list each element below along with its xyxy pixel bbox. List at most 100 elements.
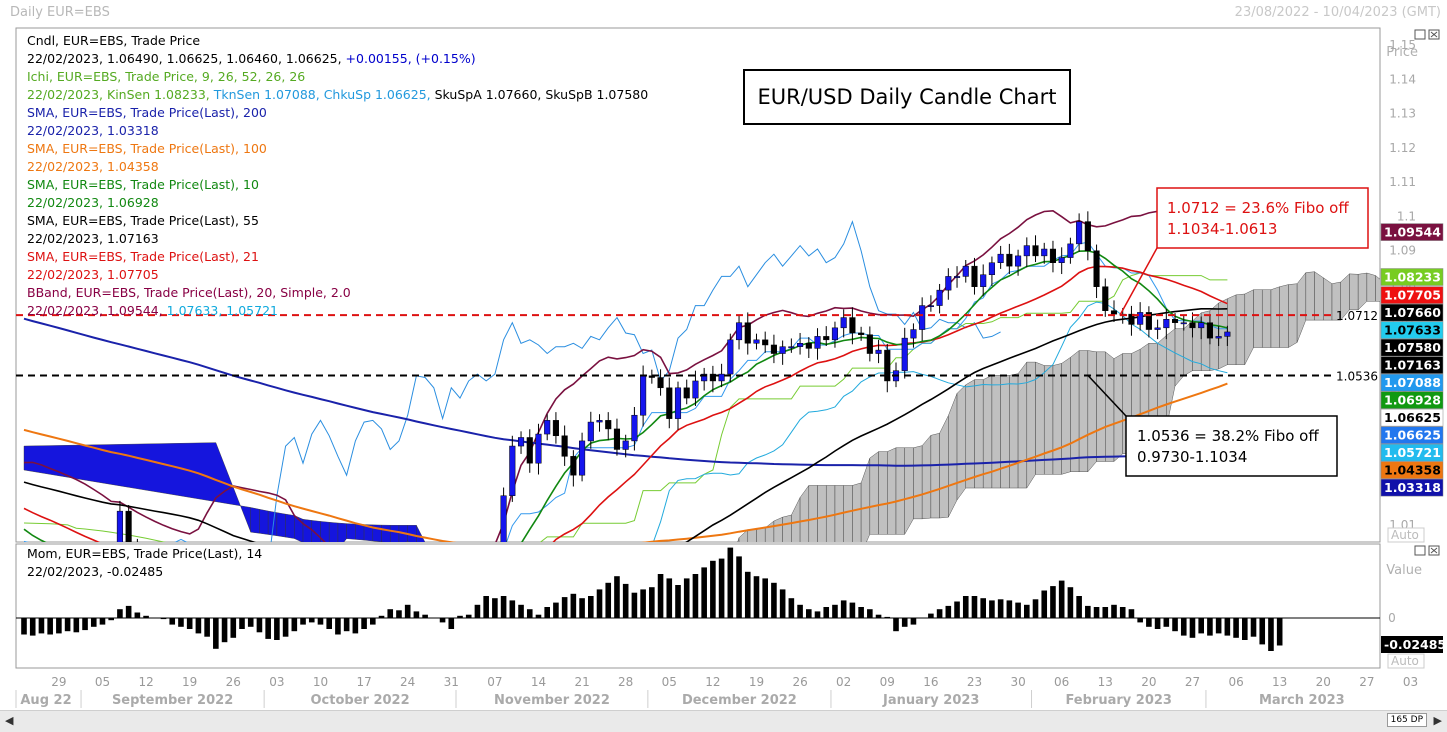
momentum-bar [413,611,420,618]
time-tick-label: 26 [226,675,241,689]
momentum-bar [666,578,673,618]
candle-body [858,332,865,335]
momentum-bar [474,604,481,618]
candle-body [945,276,952,291]
ichimoku-cloud-segment [1174,328,1184,387]
candle-body [962,265,969,277]
candle-body [1137,312,1144,325]
ichimoku-cloud-segment [930,432,940,519]
time-tick-label: 13 [1098,675,1113,689]
time-tick-label: 28 [618,675,633,689]
legend-row: SMA, EUR=EBS, Trade Price(Last), 200 [27,105,267,120]
momentum-bar [291,618,298,632]
auto-scale-label-mom: Auto [1391,654,1419,668]
horizontal-scrollbar[interactable]: ◀ 165 DP ▶ [0,710,1447,732]
time-tick-label: 02 [836,675,851,689]
candle-body [936,289,943,306]
candle-body [727,339,734,375]
legend-row: Cndl, EUR=EBS, Trade Price [27,33,200,48]
time-tick-label: 17 [356,675,371,689]
price-tick-label: 1.14 [1389,72,1416,86]
momentum-bar [901,618,908,627]
candle-body [753,339,760,344]
momentum-bar [622,583,629,618]
time-tick-label: 29 [51,675,66,689]
momentum-bar [21,618,27,635]
sma-55-line [23,307,1228,542]
ichimoku-cloud-segment [1017,361,1028,489]
time-tick-label: 27 [1185,675,1200,689]
momentum-bar [832,604,838,618]
price-tick-label: 1.15 [1389,38,1416,52]
momentum-bar [858,607,864,618]
momentum-bar [1076,596,1082,618]
momentum-bar [1268,618,1274,651]
momentum-bar [404,604,411,618]
momentum-bar [840,600,847,618]
ichimoku-cloud-segment [1096,351,1106,462]
momentum-bar [186,618,193,629]
candle-body [1084,221,1091,251]
time-tick-label: 12 [138,675,153,689]
candle-body [640,375,647,416]
candle-body [683,387,690,399]
candle-body [849,317,856,334]
candle-body [910,329,917,339]
time-tick-label: 23 [967,675,982,689]
price-tag: 1.08233 [1380,268,1444,286]
legend-row: 22/02/2023, 1.03318 [27,123,159,138]
momentum-axis-label: Value [1386,563,1422,578]
momentum-bar [448,618,455,629]
momentum-bar [457,615,463,618]
candle-body [875,349,882,354]
scroll-left-icon[interactable]: ◀ [5,714,14,727]
candle-body [570,456,577,476]
candle-body [613,428,621,450]
price-tag: 1.03318 [1380,478,1444,497]
momentum-bar [509,600,516,618]
momentum-bar [544,607,550,618]
candle-body [901,337,908,371]
momentum-bar [718,558,725,618]
momentum-bar [1189,618,1196,638]
momentum-bar [579,598,585,618]
candle-body [709,373,716,382]
momentum-bar [553,602,559,618]
momentum-bar [125,605,132,618]
candle-body [596,420,603,423]
candle-body [779,346,786,354]
price-tag: 1.06625 [1380,426,1444,444]
candle-body [622,440,629,450]
candle-body [526,437,533,464]
momentum-bar [535,614,542,618]
momentum-bar [980,598,986,618]
momentum-bar [178,618,184,627]
ichimoku-cloud-segment [1078,350,1089,472]
legend-row: BBand, EUR=EBS, Trade Price(Last), 20, S… [27,285,351,300]
ichimoku-cloud-segment [843,485,853,542]
momentum-bar [1111,604,1117,618]
sma-21-line [23,265,1228,542]
momentum-bar [300,618,306,625]
momentum-bar [352,618,359,634]
zoom-level-button[interactable]: 165 DP [1386,713,1427,727]
chikou-span-line [270,220,1001,542]
candle-body [980,274,987,287]
auto-scale-label: Auto [1391,528,1419,542]
candle-body [116,510,123,542]
month-label: January 2023 [882,693,979,708]
time-tick-label: 07 [487,675,502,689]
price-tag: 1.06928 [1380,391,1444,409]
candle-body [1093,250,1100,287]
chart-header: Daily EUR=EBS 23/08/2022 - 10/04/2023 (G… [0,0,1447,28]
candle-body [1206,322,1213,339]
ichimoku-cloud-segment [381,524,391,542]
candle-body [1198,322,1205,329]
scroll-right-icon[interactable]: ▶ [1433,714,1442,727]
ichimoku-cloud-segment [1235,293,1246,365]
momentum-bar [47,618,53,635]
time-tick-label: 06 [1228,675,1243,689]
momentum-bar [1024,604,1030,618]
momentum-bar [1146,618,1152,627]
